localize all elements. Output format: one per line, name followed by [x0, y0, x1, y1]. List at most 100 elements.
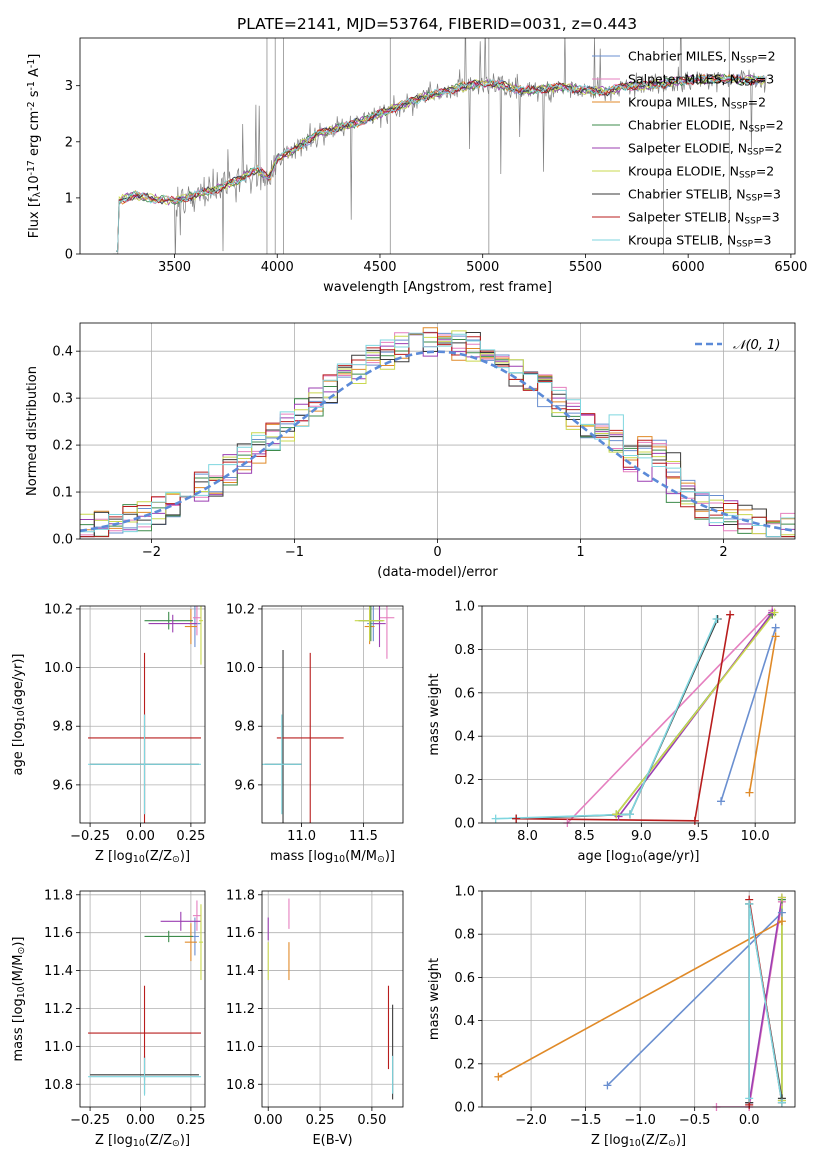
x-tick-label: 8.5	[574, 829, 595, 844]
y-tick-label: 0.4	[454, 1014, 475, 1029]
weight-marker-chabrier-miles	[717, 797, 726, 806]
x-tick-label: 2	[719, 545, 727, 560]
y-tick-label: 0.6	[454, 686, 475, 701]
y-tick-label: 1.0	[454, 600, 475, 615]
x-tick-label: −1	[285, 545, 304, 560]
axes-frame	[79, 322, 796, 540]
histogram-salpeter-elodie	[80, 333, 795, 539]
axes-frame	[79, 37, 796, 255]
legend-label: Kroupa STELIB, NSSP=3	[628, 233, 772, 250]
weight-marker-kroupa-stelib	[777, 1098, 786, 1107]
x-tick-label: 4000	[261, 260, 294, 275]
legend-label: Salpeter ELODIE, NSSP=2	[628, 141, 782, 158]
x-tick-label: 9.5	[688, 829, 709, 844]
y-tick-label: 11.0	[226, 1040, 255, 1055]
x-axis-label: wavelength [Angstrom, rest frame]	[323, 280, 552, 295]
y-axis-label: mass weight	[427, 673, 442, 755]
weight-marker-kroupa-stelib	[745, 1094, 754, 1103]
y-tick-label: 10.2	[226, 602, 255, 617]
model-line-kroupa-stelib	[116, 75, 766, 252]
y-tick-label: 11.2	[44, 1002, 73, 1017]
plot-area	[80, 327, 795, 539]
axes-frame	[481, 605, 796, 824]
axes-age_vs_mass: 11.0 11.5 9.6 9.8 10.0 10.2 mass [log10(M/M⊙)]	[226, 602, 404, 865]
plot-area	[495, 609, 777, 823]
y-tick-label: 10.2	[44, 602, 73, 617]
y-tick-label: 0.2	[52, 439, 73, 454]
legend-label: Chabrier ELODIE, NSSP=2	[628, 118, 784, 135]
y-tick-label: 0.8	[454, 643, 475, 658]
weight-marker-kroupa-miles	[494, 1072, 503, 1081]
y-tick-label: 0.6	[454, 971, 475, 986]
x-tick-label: 6500	[774, 260, 807, 275]
plot-area	[88, 606, 203, 823]
legend-label: Salpeter STELIB, NSSP=3	[628, 210, 780, 227]
x-tick-label: 0.00	[126, 1113, 155, 1128]
axes-mass_vs_EBV: 0.00 0.25 0.50 10.8 11.0 11.2 11.4 11.6 11.8 E(B-…	[226, 888, 404, 1148]
x-tick-label: 6000	[672, 260, 705, 275]
weight-marker-chabrier-miles	[603, 1081, 612, 1090]
weight-line-kroupa-elodie	[615, 612, 776, 815]
histogram-kroupa-stelib	[80, 332, 795, 539]
plot-area	[267, 898, 394, 1100]
x-axis-label: (data-model)/error	[377, 565, 498, 580]
x-tick-label: 5500	[569, 260, 602, 275]
x-tick-label: −0.25	[70, 1113, 110, 1128]
weight-marker-kroupa-stelib	[712, 615, 721, 624]
weight-marker-kroupa-miles	[745, 788, 754, 797]
x-axis-label: E(B-V)	[312, 1133, 352, 1148]
y-axis-label: Flux [fλ10-17 erg cm-2 s-1 A-1]	[26, 54, 43, 239]
x-tick-label: 0.0	[739, 1113, 760, 1128]
y-tick-label: 2	[65, 135, 73, 150]
legend-label: Salpeter MILES, NSSP=3	[628, 72, 774, 89]
x-tick-label: 0.25	[176, 1113, 205, 1128]
gaussian-curve	[80, 350, 795, 533]
x-tick-label: −0.25	[70, 829, 110, 844]
weight-marker-salpeter-stelib	[726, 610, 735, 619]
y-tick-label: 11.8	[44, 888, 73, 903]
y-tick-label: 9.6	[234, 778, 255, 793]
histogram-salpeter-stelib	[80, 332, 795, 539]
legend-label: Chabrier MILES, NSSP=2	[628, 49, 776, 66]
y-tick-label: 10.0	[44, 661, 73, 676]
y-tick-label: 0.4	[52, 345, 73, 360]
x-tick-label: 5000	[466, 260, 499, 275]
x-axis-label: Z [log10(Z/Z⊙)]	[95, 849, 190, 865]
x-tick-label: 0.50	[357, 1113, 386, 1128]
legend-label: Kroupa MILES, NSSP=2	[628, 95, 766, 112]
axes-frame	[481, 890, 796, 1108]
x-tick-label: 0.25	[306, 1113, 335, 1128]
weight-marker-salpeter-stelib	[690, 816, 699, 825]
y-axis-label: Normed distribution	[25, 366, 40, 496]
weight-marker-kroupa-stelib	[625, 810, 634, 819]
weight-marker-kroupa-elodie	[612, 810, 621, 819]
x-tick-label: 9.0	[631, 829, 652, 844]
weight-marker-chabrier-miles	[771, 623, 780, 632]
y-tick-label: 9.8	[52, 720, 73, 735]
y-tick-label: 1.0	[454, 885, 475, 900]
x-axis-label: Z [log10(Z/Z⊙)]	[95, 1133, 190, 1149]
y-tick-label: 11.4	[226, 964, 255, 979]
y-tick-label: 11.2	[226, 1002, 255, 1017]
x-tick-label: −1.0	[624, 1113, 656, 1128]
weight-marker-kroupa-miles	[771, 632, 780, 641]
gaussian-legend-label: 𝒩(0, 1)	[733, 338, 780, 353]
legend-label: Chabrier STELIB, NSSP=3	[628, 187, 781, 204]
plot-area	[262, 606, 395, 823]
axes-frame	[79, 605, 206, 824]
weight-line-chabrier-miles	[720, 627, 777, 802]
axes-weight_vs_Z: −2.0 −1.5 −1.0 −0.5 0.0 0.0 0.2 0.4 0.6 0.8 1.0 Z […	[427, 885, 796, 1149]
y-axis-label: mass [log10(M/M⊙)]	[11, 937, 27, 1062]
weight-marker-kroupa-stelib	[491, 814, 500, 823]
y-tick-label: 0.0	[454, 1101, 475, 1116]
axes-frame	[79, 890, 206, 1108]
axes-frame	[261, 890, 404, 1108]
y-axis-label: mass weight	[427, 958, 442, 1040]
weight-line-chabrier-miles	[606, 912, 783, 1086]
x-axis-label: mass [log10(M/M⊙)]	[270, 849, 395, 865]
x-tick-label: 1	[576, 545, 584, 560]
weight-line-kroupa-stelib	[495, 618, 718, 820]
y-tick-label: 3	[65, 79, 73, 94]
y-tick-label: 0.2	[454, 773, 475, 788]
weight-marker-chabrier-miles	[777, 908, 786, 917]
